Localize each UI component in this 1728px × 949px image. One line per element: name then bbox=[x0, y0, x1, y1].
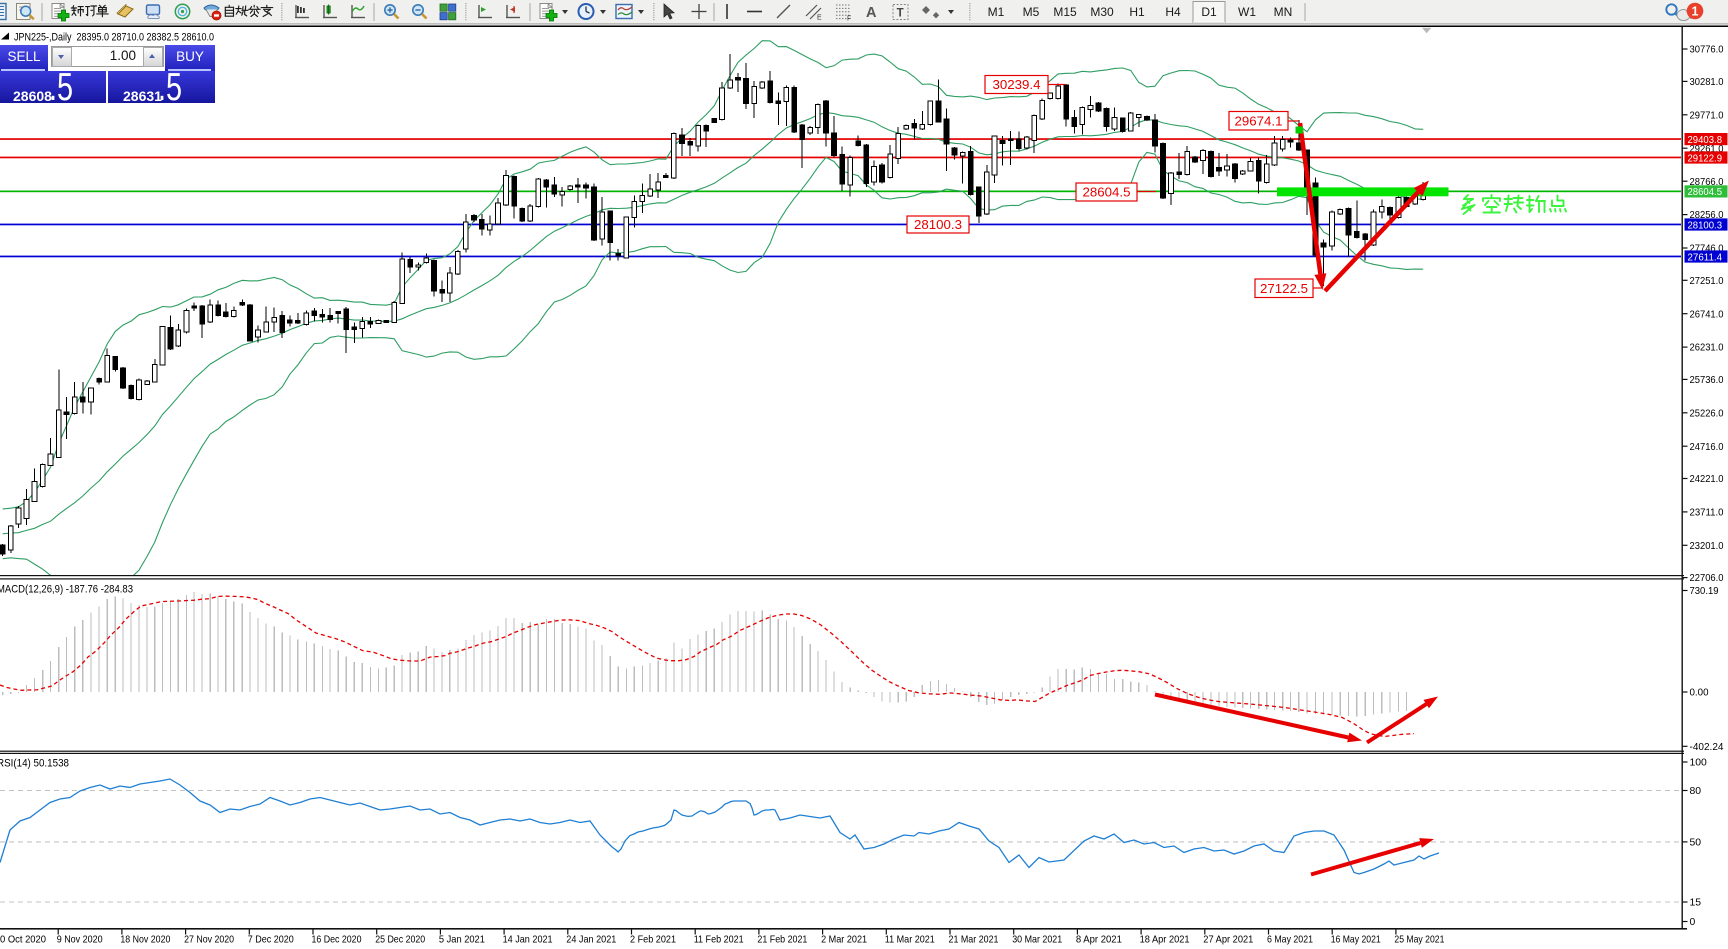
svg-text:27746.0: 27746.0 bbox=[1690, 244, 1724, 255]
svg-text:M15: M15 bbox=[1053, 5, 1077, 19]
svg-text:H1: H1 bbox=[1129, 5, 1145, 19]
svg-text:29261.0: 29261.0 bbox=[1690, 144, 1724, 155]
svg-text:M30: M30 bbox=[1090, 5, 1114, 19]
svg-text:MN: MN bbox=[1274, 5, 1293, 19]
svg-text:E: E bbox=[817, 15, 822, 22]
svg-text:100: 100 bbox=[1690, 758, 1708, 769]
svg-text:2 Feb 2021: 2 Feb 2021 bbox=[630, 935, 676, 946]
svg-text:27122.5: 27122.5 bbox=[1260, 281, 1308, 296]
svg-text:27 Apr 2021: 27 Apr 2021 bbox=[1203, 935, 1253, 946]
svg-text:25 May 2021: 25 May 2021 bbox=[1394, 935, 1444, 946]
svg-text:27 Nov 2020: 27 Nov 2020 bbox=[184, 935, 234, 946]
svg-text:25226.0: 25226.0 bbox=[1690, 408, 1724, 419]
svg-text:8 Apr 2021: 8 Apr 2021 bbox=[1076, 935, 1122, 946]
svg-text:27611.4: 27611.4 bbox=[1688, 252, 1723, 263]
svg-text:29771.0: 29771.0 bbox=[1690, 110, 1724, 121]
svg-text:T: T bbox=[897, 8, 904, 20]
svg-text:0.00: 0.00 bbox=[1690, 688, 1709, 699]
svg-text:9 Nov 2020: 9 Nov 2020 bbox=[57, 935, 103, 946]
svg-text:28766.0: 28766.0 bbox=[1690, 177, 1724, 188]
svg-text:26231.0: 26231.0 bbox=[1690, 343, 1724, 354]
svg-text:22706.0: 22706.0 bbox=[1690, 573, 1724, 584]
svg-text:27251.0: 27251.0 bbox=[1690, 276, 1724, 287]
svg-text:MACD(12,26,9) -187.76 -284.83: MACD(12,26,9) -187.76 -284.83 bbox=[0, 584, 133, 596]
svg-text:0 Oct 2020: 0 Oct 2020 bbox=[0, 935, 46, 946]
svg-text:730.19: 730.19 bbox=[1690, 586, 1719, 597]
svg-text:A: A bbox=[866, 5, 877, 21]
svg-text:29674.1: 29674.1 bbox=[1235, 113, 1283, 128]
svg-text:28100.3: 28100.3 bbox=[914, 217, 962, 232]
svg-text:28256.0: 28256.0 bbox=[1690, 210, 1724, 221]
svg-text:23201.0: 23201.0 bbox=[1690, 541, 1724, 552]
svg-text:1: 1 bbox=[1692, 5, 1699, 19]
svg-text:JPN225-,Daily 28395.0 28710.0: JPN225-,Daily 28395.0 28710.0 28382.5 28… bbox=[14, 32, 214, 44]
svg-text:6 May 2021: 6 May 2021 bbox=[1267, 935, 1313, 946]
svg-text:RSI(14) 50.1538: RSI(14) 50.1538 bbox=[0, 758, 69, 770]
svg-text:80: 80 bbox=[1690, 786, 1702, 797]
svg-text:0: 0 bbox=[1690, 917, 1696, 928]
svg-text:24221.0: 24221.0 bbox=[1690, 474, 1724, 485]
svg-text:24716.0: 24716.0 bbox=[1690, 442, 1724, 453]
svg-text:-402.24: -402.24 bbox=[1690, 742, 1724, 753]
svg-text:W1: W1 bbox=[1238, 5, 1256, 19]
svg-text:H4: H4 bbox=[1165, 5, 1181, 19]
svg-text:D1: D1 bbox=[1201, 5, 1217, 19]
svg-text:5 Jan 2021: 5 Jan 2021 bbox=[439, 935, 485, 946]
svg-text:2 Mar 2021: 2 Mar 2021 bbox=[821, 935, 867, 946]
svg-text:50: 50 bbox=[1690, 838, 1702, 849]
svg-text:21 Feb 2021: 21 Feb 2021 bbox=[757, 935, 807, 946]
svg-text:30 Mar 2021: 30 Mar 2021 bbox=[1012, 935, 1062, 946]
svg-text:30239.4: 30239.4 bbox=[993, 77, 1041, 92]
svg-text:28100.3: 28100.3 bbox=[1688, 220, 1723, 231]
svg-text:23711.0: 23711.0 bbox=[1690, 508, 1724, 519]
svg-text:29122.9: 29122.9 bbox=[1688, 153, 1723, 164]
svg-text:15: 15 bbox=[1690, 898, 1702, 909]
svg-text:26741.0: 26741.0 bbox=[1690, 309, 1724, 320]
svg-text:F: F bbox=[847, 16, 851, 23]
svg-text:16 Dec 2020: 16 Dec 2020 bbox=[312, 935, 362, 946]
svg-text:30776.0: 30776.0 bbox=[1690, 45, 1724, 56]
svg-text:28604.5: 28604.5 bbox=[1688, 187, 1723, 198]
svg-text:M5: M5 bbox=[1023, 5, 1040, 19]
svg-text:11 Mar 2021: 11 Mar 2021 bbox=[885, 935, 935, 946]
svg-text:21 Mar 2021: 21 Mar 2021 bbox=[949, 935, 999, 946]
svg-text:29403.8: 29403.8 bbox=[1688, 135, 1723, 146]
svg-text:24 Jan 2021: 24 Jan 2021 bbox=[566, 935, 616, 946]
svg-text:7 Dec 2020: 7 Dec 2020 bbox=[248, 935, 294, 946]
svg-text:28604.5: 28604.5 bbox=[1083, 185, 1131, 200]
svg-text:30281.0: 30281.0 bbox=[1690, 77, 1724, 88]
svg-text:11 Feb 2021: 11 Feb 2021 bbox=[694, 935, 744, 946]
svg-text:25736.0: 25736.0 bbox=[1690, 375, 1724, 386]
svg-text:M1: M1 bbox=[988, 5, 1005, 19]
svg-text:18 Apr 2021: 18 Apr 2021 bbox=[1140, 935, 1190, 946]
svg-text:16 May 2021: 16 May 2021 bbox=[1331, 935, 1381, 946]
svg-text:25 Dec 2020: 25 Dec 2020 bbox=[375, 935, 425, 946]
svg-text:18 Nov 2020: 18 Nov 2020 bbox=[120, 935, 170, 946]
svg-text:14 Jan 2021: 14 Jan 2021 bbox=[503, 935, 553, 946]
